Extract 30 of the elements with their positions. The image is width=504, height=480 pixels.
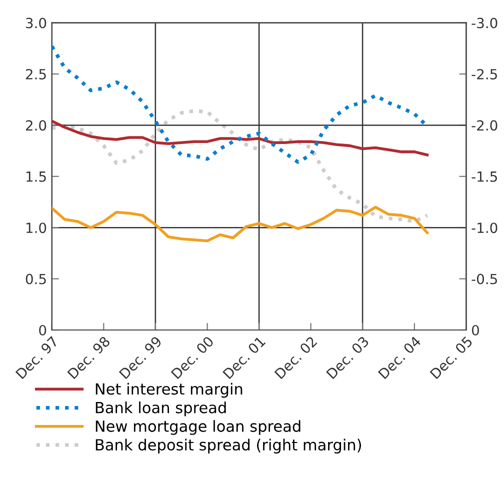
x-tick-label: Dec. 03: [326, 336, 370, 380]
legend-label: Bank deposit spread (right margin): [96, 438, 361, 454]
y2-tick-label: -2.0: [472, 120, 498, 131]
x-tick-label: Dec. 04: [378, 336, 422, 380]
x-tick-label: Dec. 98: [67, 336, 111, 380]
legend-label: New mortgage loan spread: [96, 420, 300, 435]
y-tick-label: 2.0: [26, 120, 46, 131]
y2-tick-label: -0.5: [472, 274, 497, 284]
line-series: [52, 206, 429, 242]
y2-tick-label: -1.0: [472, 222, 498, 234]
x-tick-label: Dec. 01: [222, 336, 266, 380]
y-tick-label: 1.0: [26, 222, 46, 234]
y-tick-label: 3.0: [26, 18, 46, 28]
x-tick-label: Dec. 05: [430, 336, 473, 380]
y-tick-label: 0.5: [26, 274, 46, 284]
x-tick-label: Dec. 99: [118, 336, 162, 380]
line-series: [52, 120, 429, 156]
y2-tick-label: -2.5: [472, 68, 497, 80]
y2-tick-label: -3.0: [472, 18, 498, 28]
legend-label: Net interest margin: [96, 382, 242, 398]
x-tick-label: Dec. 02: [274, 336, 318, 380]
line-series: [52, 109, 430, 224]
y-tick-label: 1.5: [26, 172, 46, 182]
x-tick-label: Dec. 00: [170, 336, 214, 380]
y-tick-label: 2.5: [26, 68, 46, 80]
y2-tick-label: -1.5: [472, 172, 497, 182]
legend-label: Bank loan spread: [96, 402, 226, 416]
y-tick-label: 0: [39, 324, 46, 336]
y2-tick-label: 0: [472, 324, 479, 336]
x-tick-label: Dec. 97: [15, 336, 59, 380]
